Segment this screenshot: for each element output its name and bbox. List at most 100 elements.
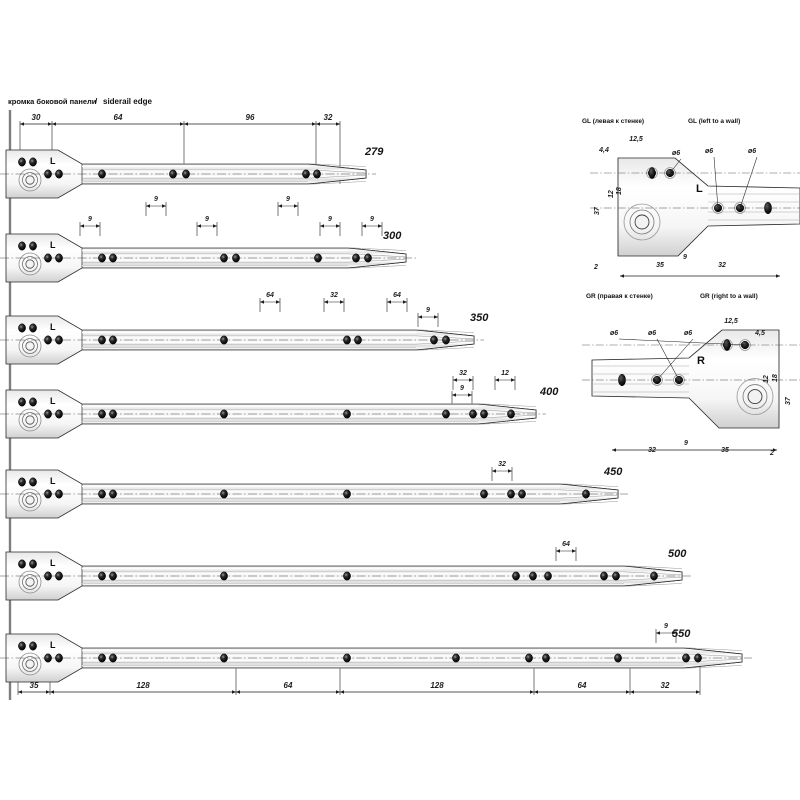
rail-profile-ridge-0 xyxy=(82,647,743,651)
detail-right-gr-dim-1: 4,5 xyxy=(755,330,765,337)
hole-highlight xyxy=(366,255,369,259)
dim-arrow xyxy=(18,690,22,694)
mounting-hole xyxy=(507,489,515,499)
rail-length-label-279: 279 xyxy=(365,146,384,158)
detail-right-gr-dim-0: 12,5 xyxy=(724,318,738,325)
rail-side-mark-350: L xyxy=(50,322,56,332)
rail-length-label-450: 450 xyxy=(604,466,623,478)
rail-dim-note-279-0: 9 xyxy=(154,196,158,203)
dim-arrow xyxy=(197,224,201,228)
pivot-boss-outer xyxy=(18,652,42,676)
hole-highlight xyxy=(304,171,307,175)
sheet-title-separator: / xyxy=(95,97,98,106)
hole-highlight xyxy=(46,491,49,495)
mounting-hole xyxy=(529,571,537,581)
dim-arrow xyxy=(670,171,674,175)
hole-highlight xyxy=(527,655,530,659)
dim-arrow xyxy=(534,690,538,694)
detail-right-gr-vdim-2: 18 xyxy=(772,374,779,382)
hole-highlight xyxy=(31,325,34,329)
mounting-hole xyxy=(612,571,620,581)
hole-highlight xyxy=(100,171,103,175)
mounting-hole xyxy=(582,489,590,499)
detail-left-gl-dim-1: 4,4 xyxy=(599,147,609,154)
hole-highlight xyxy=(602,573,605,577)
mounting-hole xyxy=(364,253,372,263)
pivot-boss-outer xyxy=(18,252,42,276)
mounting-hole xyxy=(18,397,26,407)
dim-arrow xyxy=(773,448,777,452)
rail-profile-ridge-3 xyxy=(82,265,407,269)
mounting-hole xyxy=(29,241,37,251)
hole-highlight xyxy=(652,573,655,577)
mounting-hole xyxy=(354,335,362,345)
rail-profile-ridge-3 xyxy=(82,665,743,669)
mounting-hole xyxy=(44,653,52,663)
dim-arrow xyxy=(316,122,320,126)
sheet-title-ru: кромка боковой панели xyxy=(8,97,97,106)
bottom-dimension-label-1: 128 xyxy=(136,681,150,690)
rail-profile-ridge-3 xyxy=(82,421,537,425)
hole-highlight xyxy=(531,573,534,577)
detail-left-gl-dim-0: 12,5 xyxy=(629,136,643,143)
hole-highlight xyxy=(20,243,23,247)
dim-arrow xyxy=(162,204,166,208)
hole-highlight xyxy=(520,491,523,495)
rail-500 xyxy=(0,551,692,601)
dim-arrow xyxy=(52,122,56,126)
hole-highlight xyxy=(509,491,512,495)
mounting-hole xyxy=(352,253,360,263)
mounting-hole xyxy=(29,477,37,487)
mounting-hole xyxy=(682,653,690,663)
bottom-dimension-label-5: 32 xyxy=(660,681,670,690)
mounting-hole xyxy=(313,169,321,179)
rail-dim-note-400-0: 32 xyxy=(459,370,467,377)
dim-arrow xyxy=(468,393,472,397)
hole-highlight xyxy=(444,337,447,341)
rail-dim-note-350-2: 64 xyxy=(393,292,401,299)
rail-dim-note-500-0: 64 xyxy=(562,541,570,548)
dim-arrow xyxy=(260,300,264,304)
dim-arrow xyxy=(294,204,298,208)
hole-highlight xyxy=(20,159,23,163)
pivot-boss-outer xyxy=(18,570,42,594)
mounting-hole xyxy=(44,253,52,263)
mounting-hole xyxy=(343,571,351,581)
mounting-hole xyxy=(452,653,460,663)
detail-right-gr-hole-label-1: ø6 xyxy=(648,330,657,337)
pivot-boss-inner xyxy=(634,214,650,230)
dim-arrow xyxy=(276,300,280,304)
hole-highlight xyxy=(46,573,49,577)
rail-profile-ridge-1 xyxy=(82,409,537,414)
top-dimension-label-32: 32 xyxy=(323,113,333,122)
pivot-boss-mid xyxy=(22,172,38,188)
dim-arrow xyxy=(20,122,24,126)
rail-dim-note-279-1: 9 xyxy=(286,196,290,203)
hole-highlight xyxy=(57,171,60,175)
rail-300 xyxy=(0,233,416,283)
top-dimension-label-64: 64 xyxy=(113,113,123,122)
rail-550 xyxy=(0,633,752,683)
rail-profile-ridge-3 xyxy=(82,347,475,351)
mounting-hole xyxy=(98,169,106,179)
dim-arrow xyxy=(340,300,344,304)
hole-leader-line xyxy=(656,338,694,381)
dim-arrow xyxy=(232,690,236,694)
hole-highlight xyxy=(234,255,237,259)
hole-highlight xyxy=(509,411,512,415)
dim-arrow xyxy=(418,315,422,319)
rail-side-mark-550: L xyxy=(50,640,56,650)
pivot-boss-inner xyxy=(25,495,35,505)
pivot-boss-outer xyxy=(18,334,42,358)
rail-side-mark-450: L xyxy=(50,476,56,486)
mounting-hole xyxy=(480,409,488,419)
hole-highlight xyxy=(20,325,23,329)
mounting-hole xyxy=(542,653,550,663)
hole-highlight xyxy=(100,491,103,495)
pivot-boss-outer xyxy=(736,378,774,416)
pivot-boss-outer xyxy=(623,203,661,241)
detail-left-gl-dim-3: 32 xyxy=(718,262,726,269)
hole-highlight xyxy=(444,411,447,415)
mounting-hole xyxy=(18,241,26,251)
rail-profile-ridge-3 xyxy=(82,583,683,587)
